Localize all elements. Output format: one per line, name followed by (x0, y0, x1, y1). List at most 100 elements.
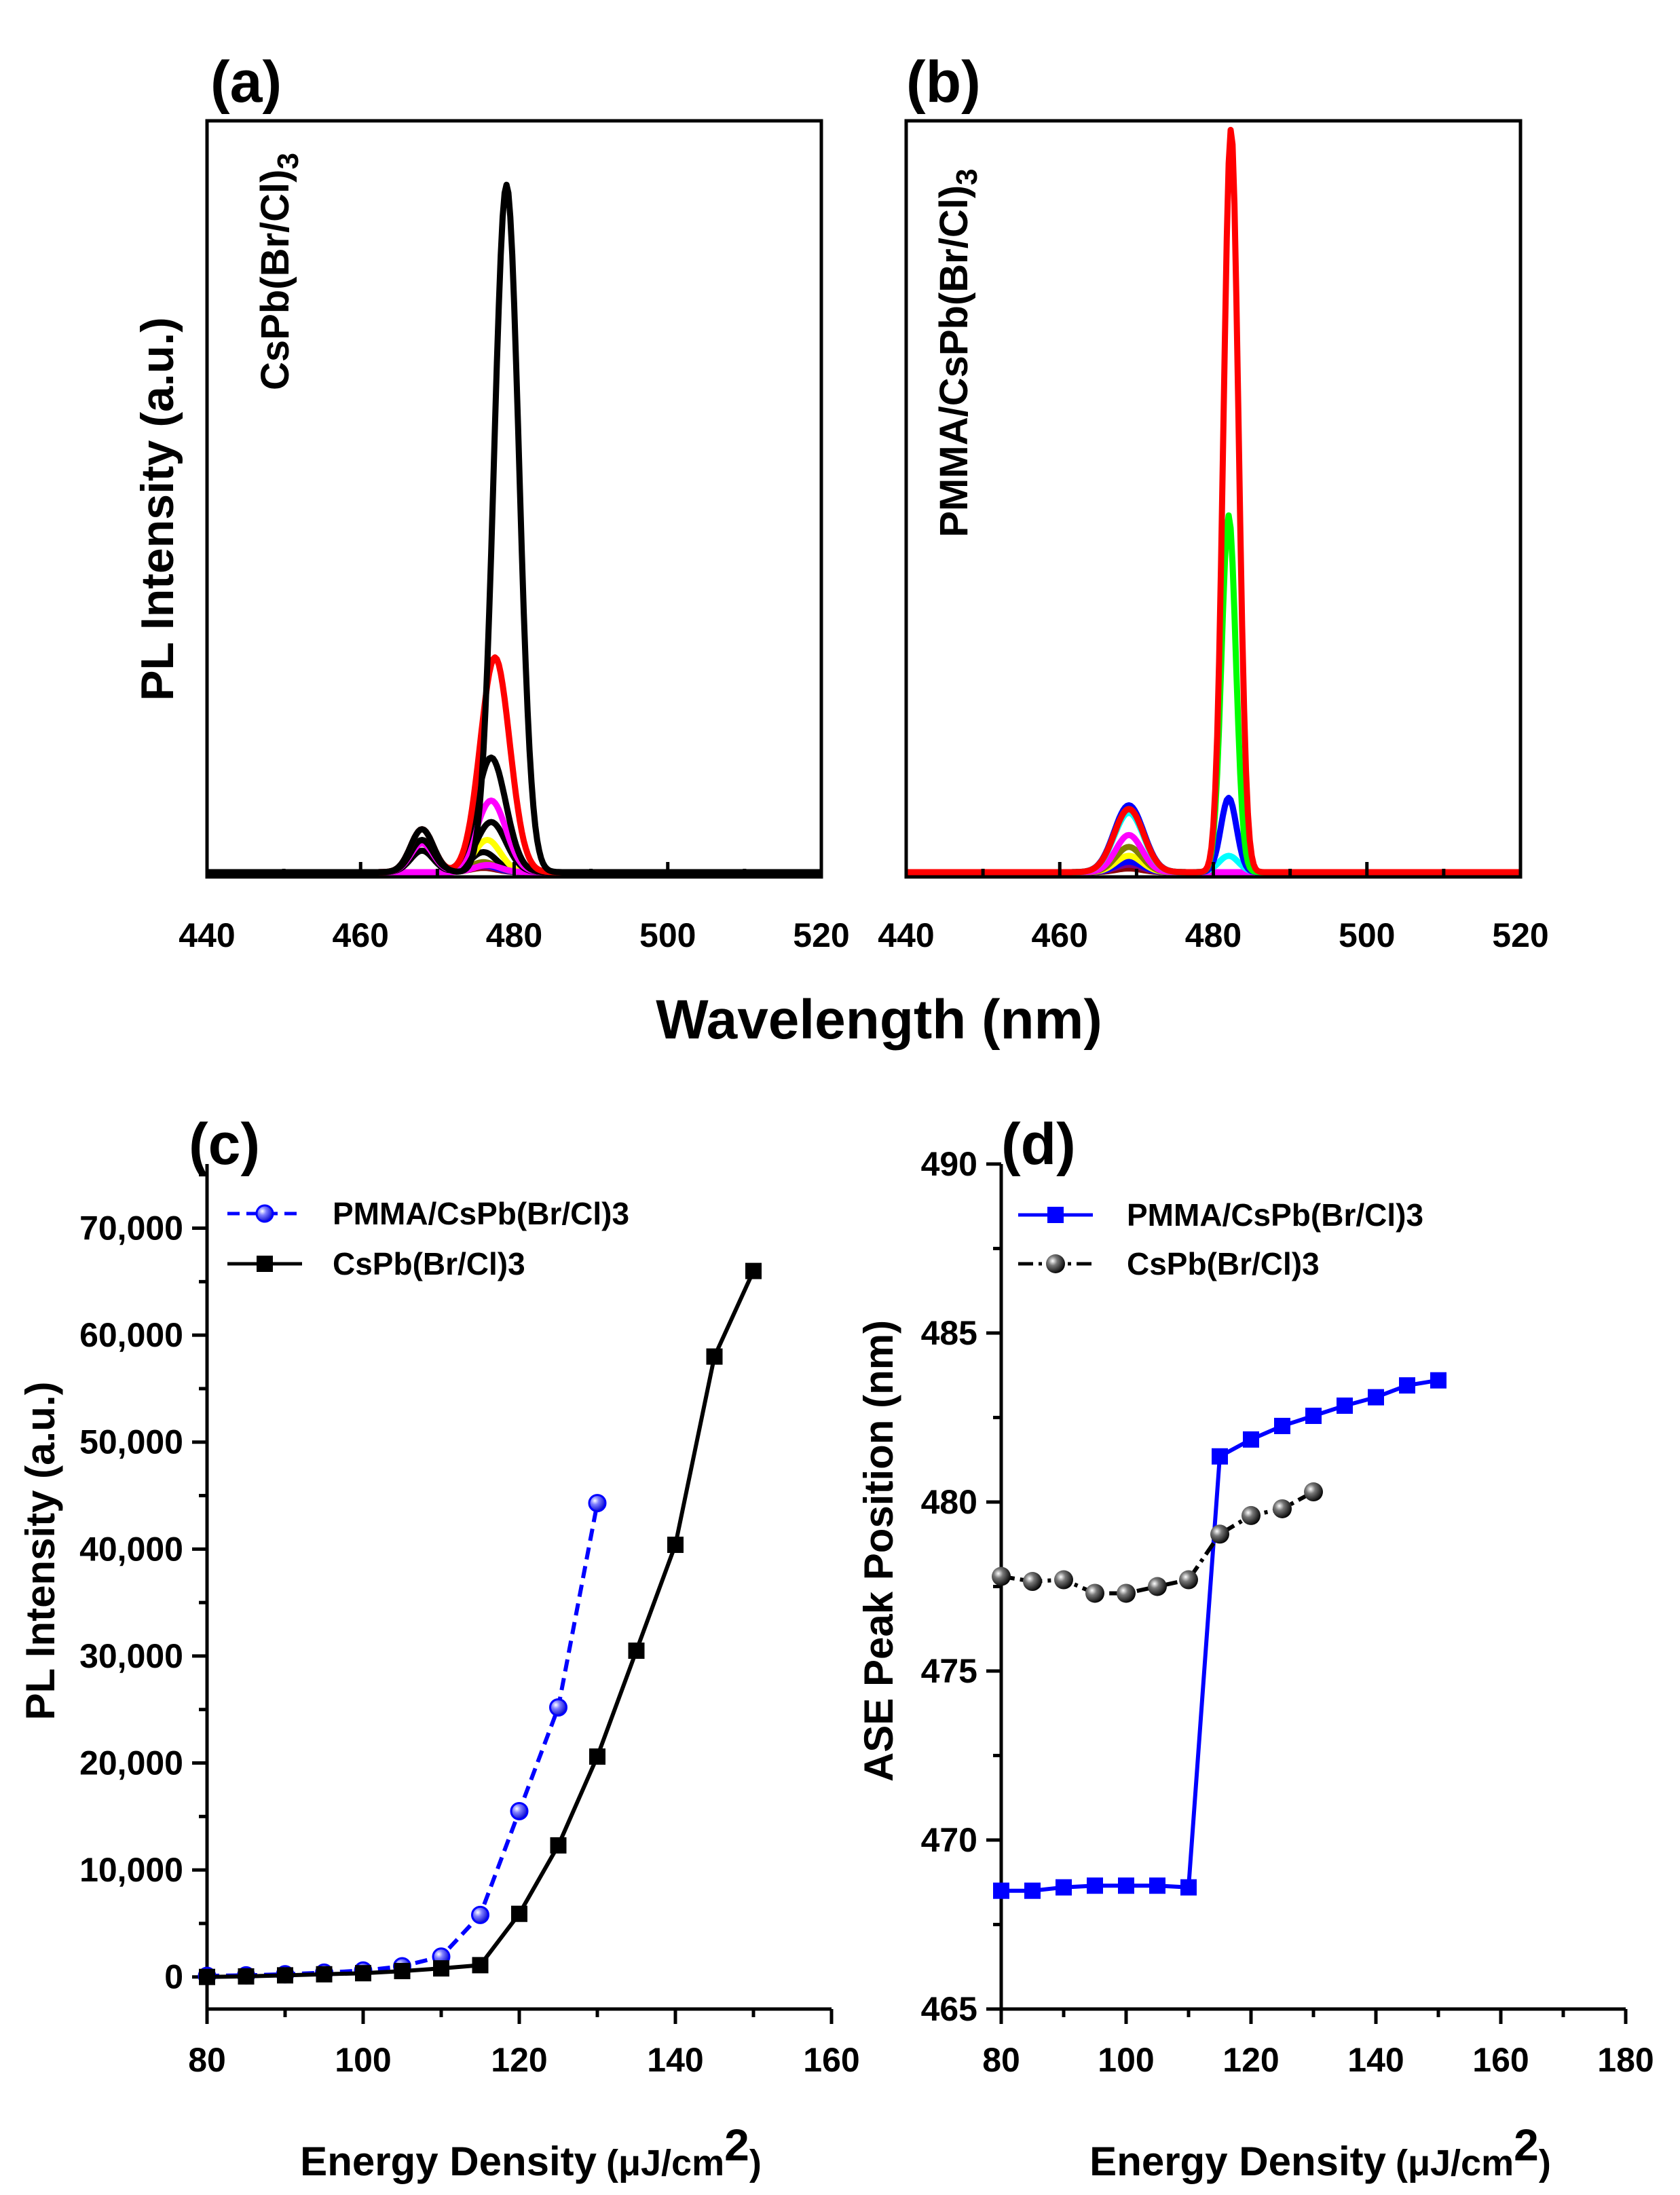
panel-b-spectra (905, 126, 1522, 876)
panel-c-series-2-point (628, 1643, 645, 1659)
panel-c-series-2-point (355, 1965, 371, 1982)
panel-c-series-2-point (277, 1967, 293, 1984)
legend-label-cspb: CsPb(Br/Cl)3 (1127, 1246, 1320, 1281)
panel-c-series-2-point (511, 1905, 527, 1922)
panel-d-series-2-point (1148, 1577, 1167, 1596)
panel-c-series-2-line (206, 1270, 755, 1979)
panel-a-spectrum-12 (206, 181, 823, 876)
panel-d-x-tick-label: 120 (1222, 2041, 1279, 2079)
panel-d-plot (992, 1372, 1446, 1899)
panel-c-series-2-point (706, 1348, 723, 1365)
panel-d-x-tick-label: 140 (1347, 2041, 1404, 2079)
panel-c-y-tick-label: 40,000 (79, 1530, 183, 1568)
panel-d-chart: (d) ASE Peak Position (nm) Energy Densit… (856, 1112, 1654, 2184)
panel-b-x-axis: 440 460 480 500 520 (878, 862, 1549, 954)
panel-c-legend: PMMA/CsPb(Br/Cl)3 CsPb(Br/Cl)3 (227, 1196, 629, 1281)
panel-c-series-2-point (745, 1262, 762, 1279)
panel-d-series-1-point (1305, 1408, 1322, 1425)
panel-c-x-axis-title: Energy Density (μJ/cm2) (300, 2120, 762, 2184)
panel-a-x-axis: 440 460 480 500 520 (179, 862, 850, 954)
panel-c-label: (c) (189, 1112, 260, 1177)
panel-c-y-axis-title: PL Intensity (a.u.) (18, 1382, 63, 1721)
panel-d-series-1-point (1337, 1397, 1353, 1414)
panel-d-series-1-point (1024, 1882, 1041, 1899)
panel-d-series-2-point (1023, 1572, 1042, 1592)
panel-c-series-2-point (550, 1837, 567, 1854)
panel-c-series-1-point (588, 1494, 607, 1513)
legend-label-pmma: PMMA/CsPb(Br/Cl)3 (333, 1196, 629, 1231)
panel-a-y-axis-title: PL Intensity (a.u.) (132, 317, 183, 700)
panel-a-x-tick-label: 480 (486, 916, 542, 954)
legend-marker-pmma (1047, 1207, 1064, 1223)
panel-c-series-1-point (471, 1905, 489, 1924)
panel-c-series-2-point (238, 1968, 255, 1985)
panel-d-series-1-point (1087, 1877, 1103, 1894)
panel-d-series-2-point (1210, 1524, 1229, 1544)
panel-b-x-tick-label: 480 (1185, 916, 1242, 954)
panel-c-chart: (c) PL Intensity (a.u.) Energy Density (μ… (18, 1112, 860, 2184)
panel-d-series-1-point (1056, 1879, 1072, 1896)
panel-d-series-2-point (1054, 1570, 1073, 1590)
panel-c-series-2-point (316, 1966, 333, 1983)
panel-c-y-tick-label: 60,000 (79, 1316, 183, 1354)
panel-c-y-tick-label: 70,000 (79, 1209, 183, 1247)
panel-b-x-tick-label: 500 (1339, 916, 1395, 954)
legend-marker-pmma (255, 1204, 274, 1223)
panel-d-x-tick-label: 160 (1472, 2041, 1529, 2079)
panel-d-y-tick-label: 480 (921, 1483, 977, 1521)
panel-b-sample-label: PMMA/CsPb(Br/Cl)3 (932, 168, 984, 537)
panel-b-spectrum-10 (905, 126, 1522, 876)
legend-marker-cspb (1046, 1254, 1065, 1273)
panel-a-x-tick-label: 460 (333, 916, 389, 954)
panel-d-y-tick-label: 485 (921, 1314, 977, 1352)
shared-x-axis-title: Wavelength (nm) (656, 989, 1102, 1051)
panel-d-x-axis-title: Energy Density (μJ/cm2) (1089, 2120, 1551, 2184)
panel-a-sample-label: CsPb(Br/Cl)3 (253, 153, 305, 390)
panel-a-label: (a) (210, 50, 282, 115)
panel-d-series-2-point (992, 1566, 1011, 1586)
panel-d-x-tick-label: 100 (1098, 2041, 1154, 2079)
panel-c-y-tick-label: 10,000 (79, 1851, 183, 1889)
panel-c-x-tick-label: 140 (647, 2041, 703, 2079)
panel-c-x-tick-label: 100 (335, 2041, 391, 2079)
panel-c-y-tick-label: 30,000 (79, 1637, 183, 1675)
panel-c-axes: 80 100 120 140 160 0 10,000 20,000 30,000 40,000 5… (79, 1164, 860, 2079)
panel-c-series-2-point (667, 1537, 684, 1554)
panel-a-x-tick-label: 500 (639, 916, 696, 954)
panel-a-spectra (206, 181, 823, 876)
panel-d-series-1-point (1118, 1877, 1134, 1894)
panel-d-series-1-point (993, 1882, 1009, 1899)
panel-d-series-1-point (1149, 1877, 1165, 1894)
panel-d-y-tick-label: 470 (921, 1821, 977, 1859)
panel-b-chart: (b) PMMA/CsPb(Br/Cl)3 440 460 480 500 520 (878, 50, 1548, 954)
panel-d-series-2-point (1179, 1570, 1198, 1590)
panel-d-x-tick-label: 80 (982, 2041, 1020, 2079)
panel-d-y-tick-label: 475 (921, 1652, 977, 1690)
panel-c-y-tick-label: 0 (164, 1958, 183, 1996)
panel-d-axes: 80 100 120 140 160 180 465 470 475 480 485 490 (921, 1145, 1654, 2079)
panel-d-series-2-point (1117, 1583, 1136, 1603)
legend-label-pmma: PMMA/CsPb(Br/Cl)3 (1127, 1197, 1423, 1233)
panel-c-series-2-point (589, 1748, 605, 1765)
panel-a-x-tick-label: 440 (179, 916, 235, 954)
panel-d-legend: PMMA/CsPb(Br/Cl)3 CsPb(Br/Cl)3 (1018, 1197, 1423, 1281)
panel-c-plot (198, 1262, 762, 1985)
panel-d-y-tick-label: 490 (921, 1145, 977, 1183)
panel-d-y-axis-title: ASE Peak Position (nm) (856, 1320, 901, 1782)
panel-d-series-1-point (1430, 1372, 1446, 1389)
legend-marker-cspb (257, 1256, 273, 1272)
panel-b-label: (b) (906, 50, 981, 115)
panel-c-series-2-point (433, 1960, 449, 1977)
panel-c-x-tick-label: 80 (188, 2041, 226, 2079)
panel-d-series-2-point (1304, 1482, 1323, 1502)
panel-d-series-2-point (1242, 1505, 1261, 1525)
panel-d-series-1-point (1274, 1417, 1290, 1434)
panel-c-x-tick-label: 120 (491, 2041, 547, 2079)
panel-d-series-2-point (1273, 1499, 1292, 1518)
panel-c-series-1-point (549, 1698, 567, 1717)
panel-a-chart: (a) PL Intensity (a.u.) CsPb(Br/Cl)3 440… (132, 50, 850, 954)
panel-d-series-1-point (1243, 1431, 1259, 1448)
panel-c-y-tick-label: 50,000 (79, 1423, 183, 1461)
panel-d-x-tick-label: 180 (1597, 2041, 1654, 2079)
